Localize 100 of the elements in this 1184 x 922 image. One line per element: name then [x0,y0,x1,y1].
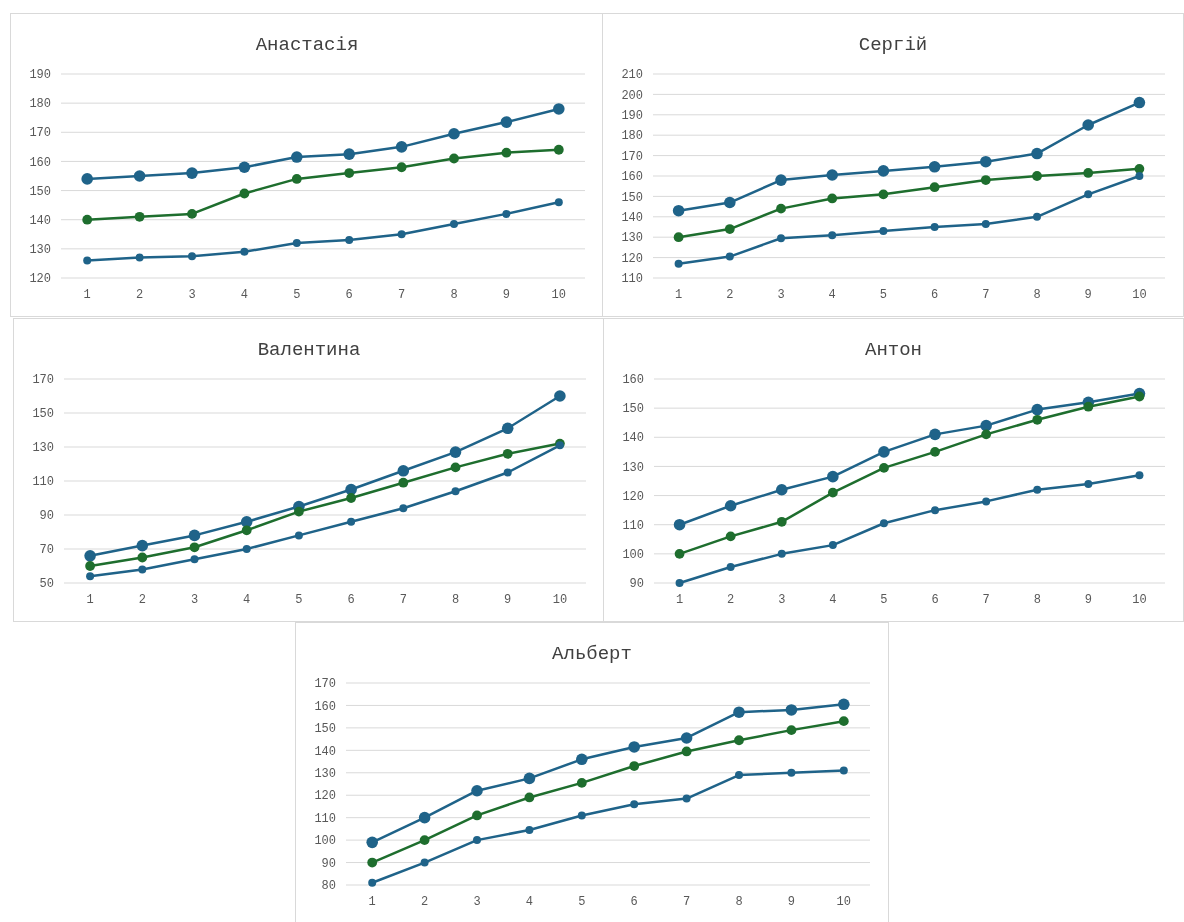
y-tick-label: 110 [32,475,54,490]
x-tick-label: 10 [552,593,568,607]
y-tick-label: 110 [622,518,644,533]
x-tick-label: 3 [473,895,481,909]
point [368,878,377,887]
point [553,144,564,155]
point [346,493,356,503]
point [826,169,838,181]
x-tick-label: 8 [735,895,743,909]
x-tick-label: 6 [931,288,939,302]
y-tick-label: 90 [629,577,644,592]
point [345,483,357,496]
point [1083,168,1094,178]
point [777,549,786,558]
x-tick-label: 7 [683,895,691,909]
point [397,230,406,239]
y-tick-label: 130 [622,460,644,475]
point [827,487,838,498]
point [291,174,302,184]
point [1135,172,1144,180]
y-tick-label: 170 [314,677,336,692]
y-tick-label: 160 [621,170,643,185]
y-tick-label: 130 [314,766,336,781]
point [577,811,586,820]
y-tick-label: 190 [29,68,51,83]
point [724,224,735,234]
point [238,161,251,174]
x-tick-label: 2 [138,593,146,607]
point [930,446,940,457]
point [724,196,736,209]
y-tick-label: 160 [29,155,51,170]
point [1033,212,1041,221]
point [1084,190,1093,199]
point [503,468,512,477]
point [395,141,408,153]
point [133,170,146,182]
point [1082,119,1094,131]
y-tick-label: 150 [621,190,643,205]
point [188,529,201,542]
point [367,857,378,868]
y-tick-label: 120 [29,272,51,287]
y-tick-label: 160 [314,699,336,714]
point [502,209,511,218]
chart-title: Анастасія [255,34,359,56]
point [398,477,409,488]
point [242,545,251,553]
point [419,835,430,846]
point [1134,391,1145,402]
point [878,446,890,458]
point [681,746,692,757]
point [292,239,301,248]
point [838,716,849,727]
point [1033,485,1042,494]
x-tick-label: 9 [502,288,510,302]
point [240,516,253,528]
x-tick-label: 3 [190,593,199,607]
point [450,462,461,473]
x-tick-label: 6 [347,593,355,607]
y-tick-label: 50 [39,577,54,592]
point [673,518,686,531]
y-tick-label: 140 [314,744,336,759]
y-tick-label: 150 [314,722,336,737]
point [241,525,252,536]
chart-title: Антон [864,339,923,361]
x-tick-label: 3 [777,288,785,302]
x-tick-label: 2 [726,288,734,302]
point [929,182,940,193]
point [724,499,737,512]
x-tick-label: 6 [345,288,353,302]
point [928,161,941,173]
x-tick-label: 9 [1084,593,1092,607]
point [673,232,684,243]
point [396,162,407,173]
x-tick-label: 1 [675,288,683,302]
point [734,735,744,746]
point [725,252,734,261]
point [82,214,93,225]
point [931,506,940,515]
point [554,198,563,207]
x-tick-label: 5 [879,288,887,302]
point [291,151,303,163]
point [523,772,536,785]
point [787,768,796,777]
point [1135,471,1144,480]
y-tick-label: 210 [621,68,643,83]
point [776,516,787,527]
x-tick-label: 4 [525,895,533,909]
x-tick-label: 8 [450,288,458,302]
x-tick-label: 9 [504,593,512,607]
x-tick-label: 3 [778,593,786,607]
point [525,826,534,835]
y-tick-label: 90 [39,509,54,524]
point [628,741,640,753]
point [680,732,693,744]
point [187,208,197,219]
point [981,219,990,228]
point [674,259,683,268]
point [877,165,890,177]
point [136,539,149,552]
point [1133,96,1146,109]
